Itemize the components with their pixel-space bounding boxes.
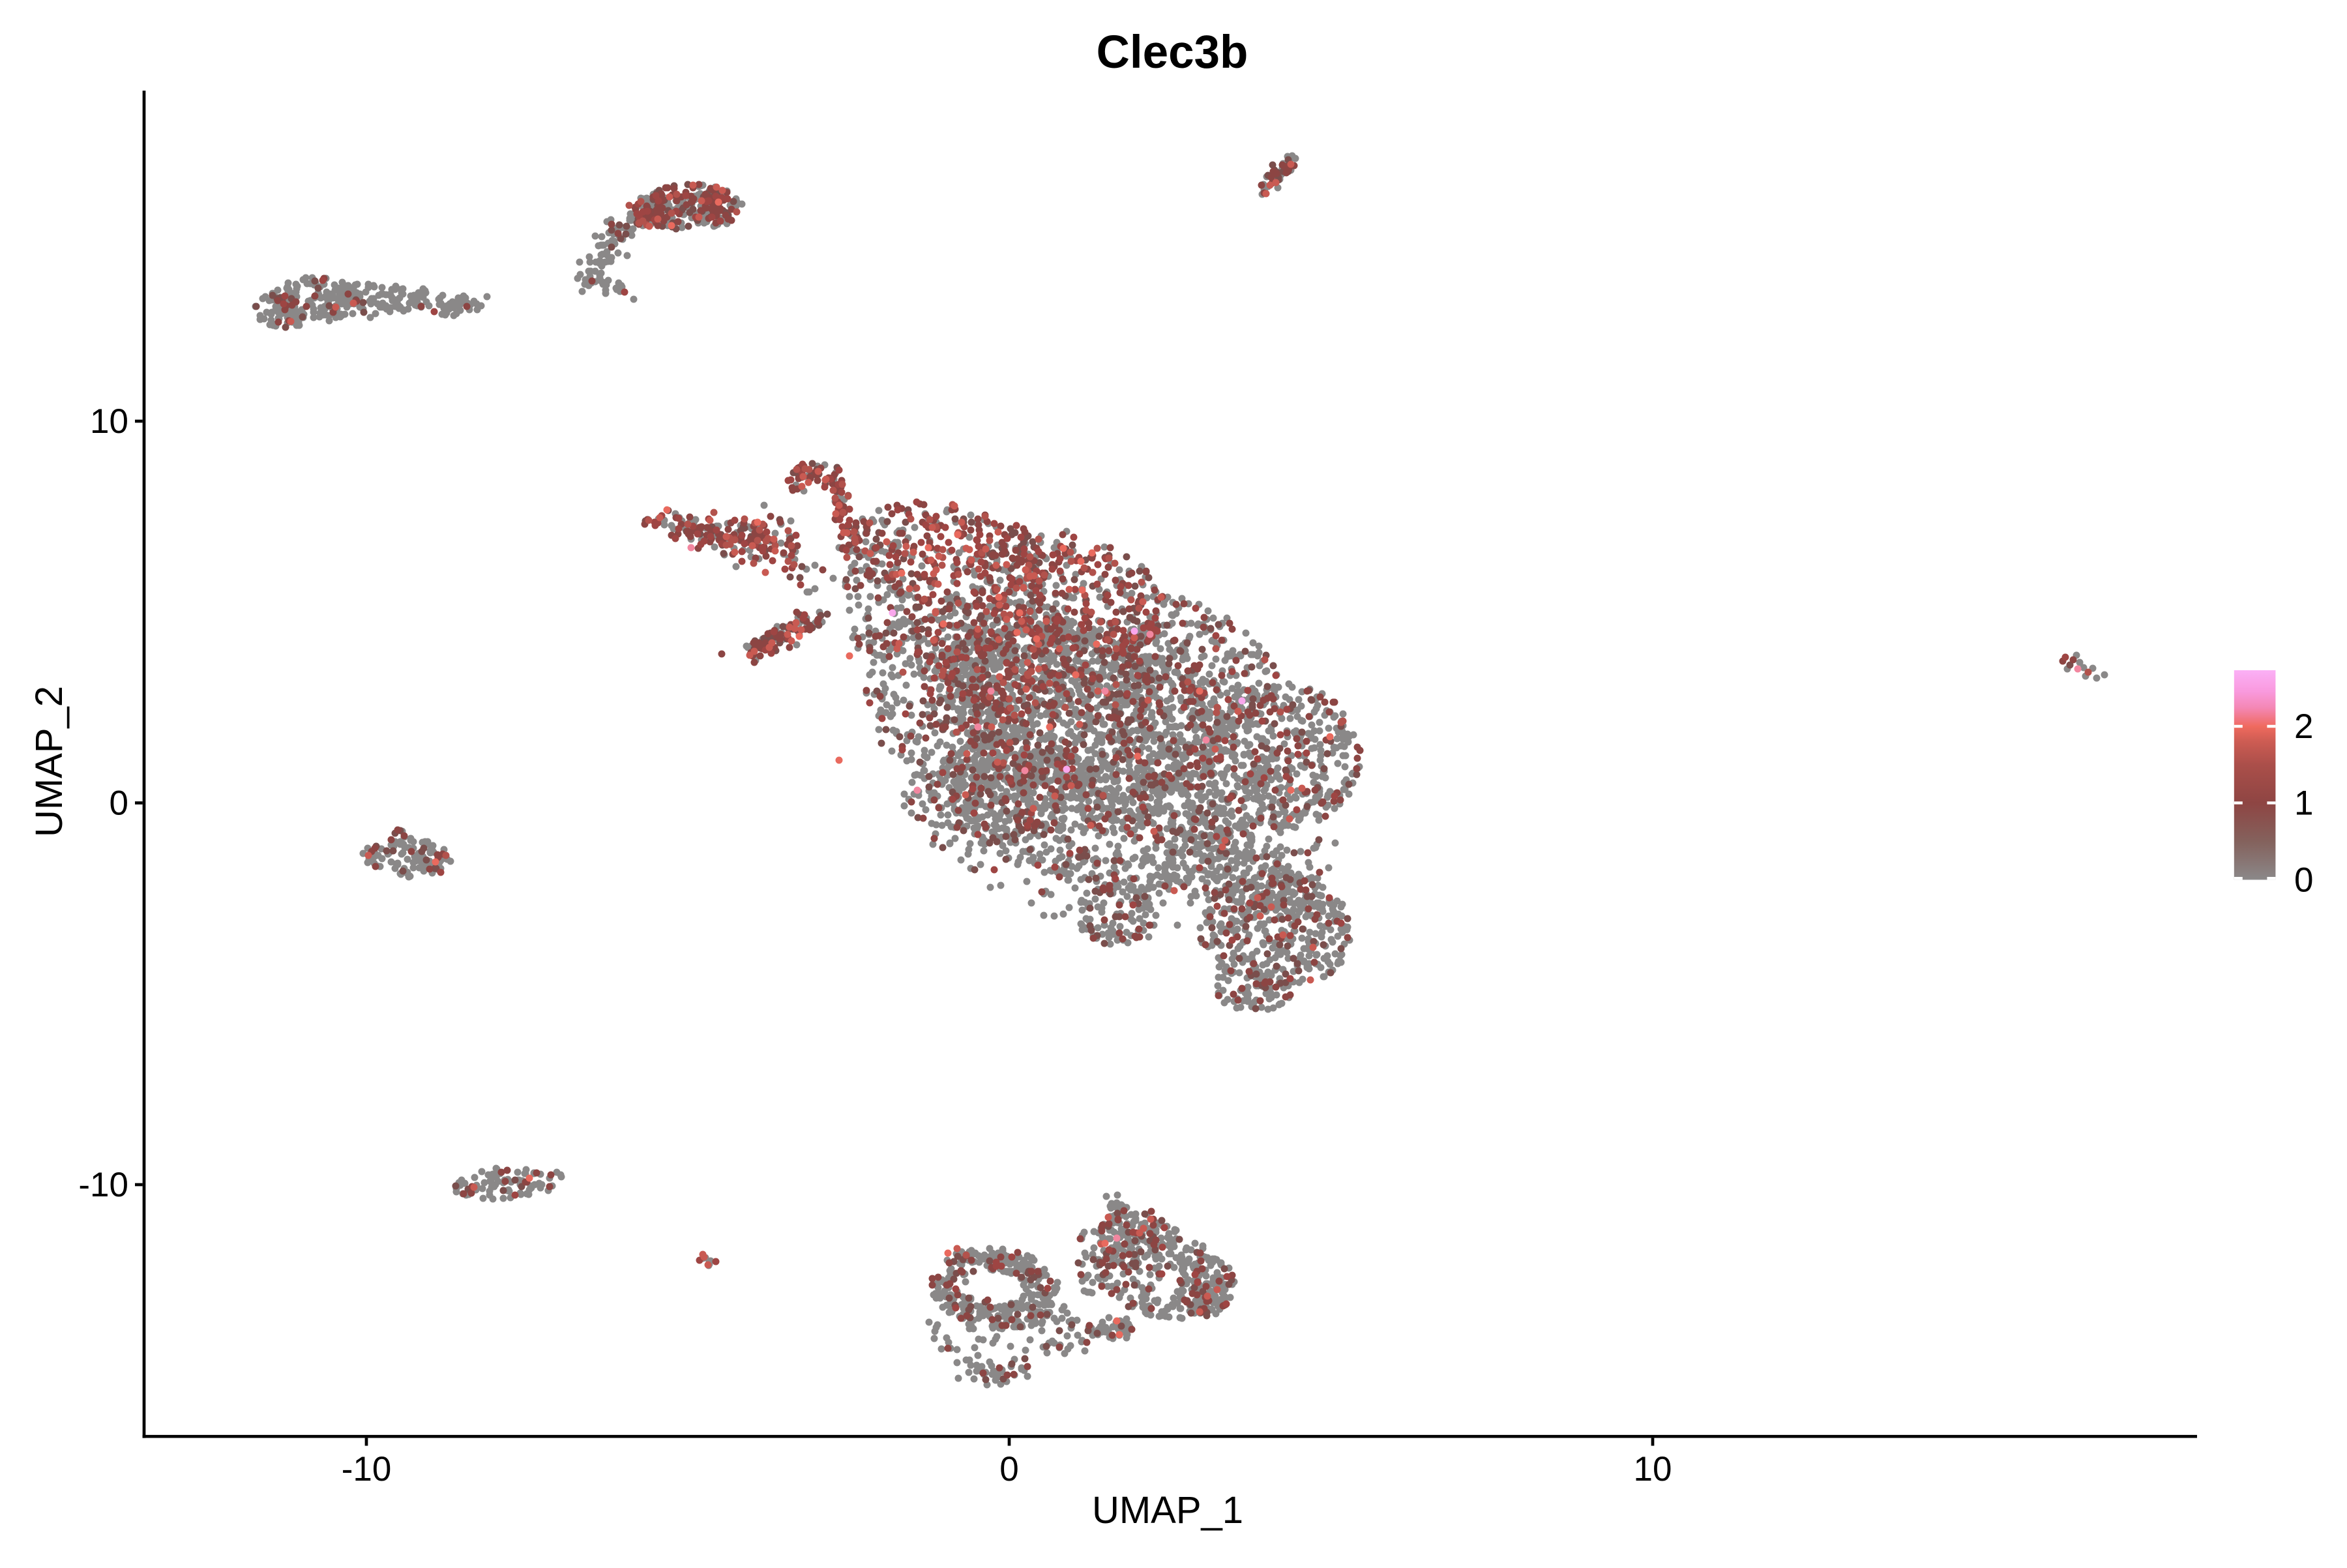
svg-text:2: 2 <box>2294 707 2313 746</box>
svg-text:0: 0 <box>2294 861 2313 900</box>
svg-text:1: 1 <box>2294 784 2313 823</box>
svg-text:Clec3b: Clec3b <box>1097 27 1248 78</box>
svg-text:-10: -10 <box>342 1450 392 1488</box>
svg-text:UMAP_2: UMAP_2 <box>28 686 70 837</box>
svg-text:UMAP_1: UMAP_1 <box>1092 1489 1243 1531</box>
svg-text:-10: -10 <box>78 1166 128 1204</box>
svg-text:0: 0 <box>110 784 128 823</box>
svg-text:0: 0 <box>999 1450 1018 1488</box>
svg-text:10: 10 <box>90 402 128 441</box>
svg-text:10: 10 <box>1634 1450 1672 1488</box>
